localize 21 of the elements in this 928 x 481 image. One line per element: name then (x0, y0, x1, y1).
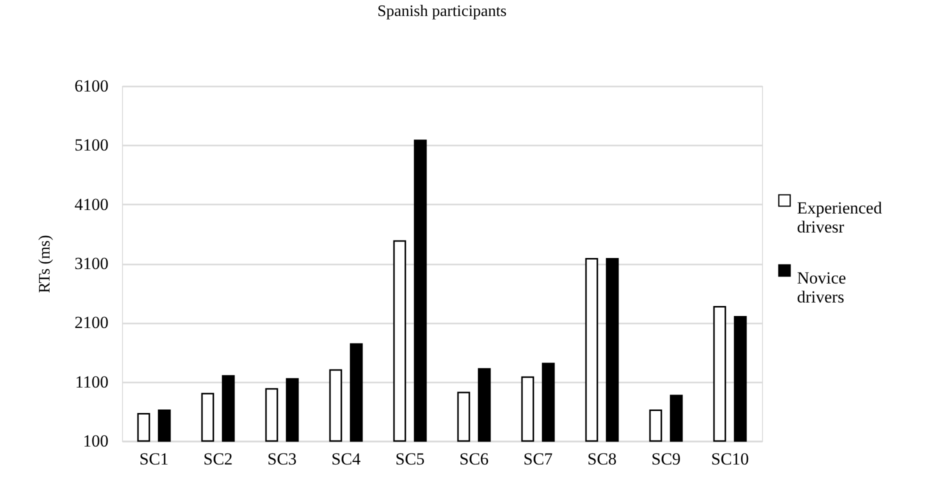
y-tick-label: 6100 (74, 76, 108, 96)
x-tick-label: SC1 (139, 450, 169, 468)
y-tick-label: 2100 (74, 313, 108, 332)
y-tick-label: 3100 (74, 254, 108, 273)
x-tick-label: SC4 (331, 450, 362, 468)
x-tick-label: SC8 (587, 450, 617, 468)
legend-label: Novice drivers (797, 268, 846, 306)
x-tick-label: SC3 (267, 450, 297, 468)
y-axis-title: RTs (ms) (36, 235, 54, 293)
y-tick-label: 5100 (74, 136, 108, 155)
x-tick-label: SC2 (203, 450, 233, 468)
y-tick-label: 1100 (75, 372, 108, 392)
x-tick-label: SC7 (523, 450, 554, 468)
legend-label: Experienced drivesr (797, 198, 882, 236)
y-tick-label: 4100 (74, 194, 108, 214)
x-tick-label: SC9 (651, 450, 681, 468)
x-tick-label: SC10 (711, 450, 749, 468)
x-tick-label: SC6 (459, 450, 489, 468)
chart-title: Spanish participants (377, 3, 507, 20)
y-tick-label: 100 (83, 432, 108, 450)
x-tick-label: SC5 (395, 450, 425, 468)
